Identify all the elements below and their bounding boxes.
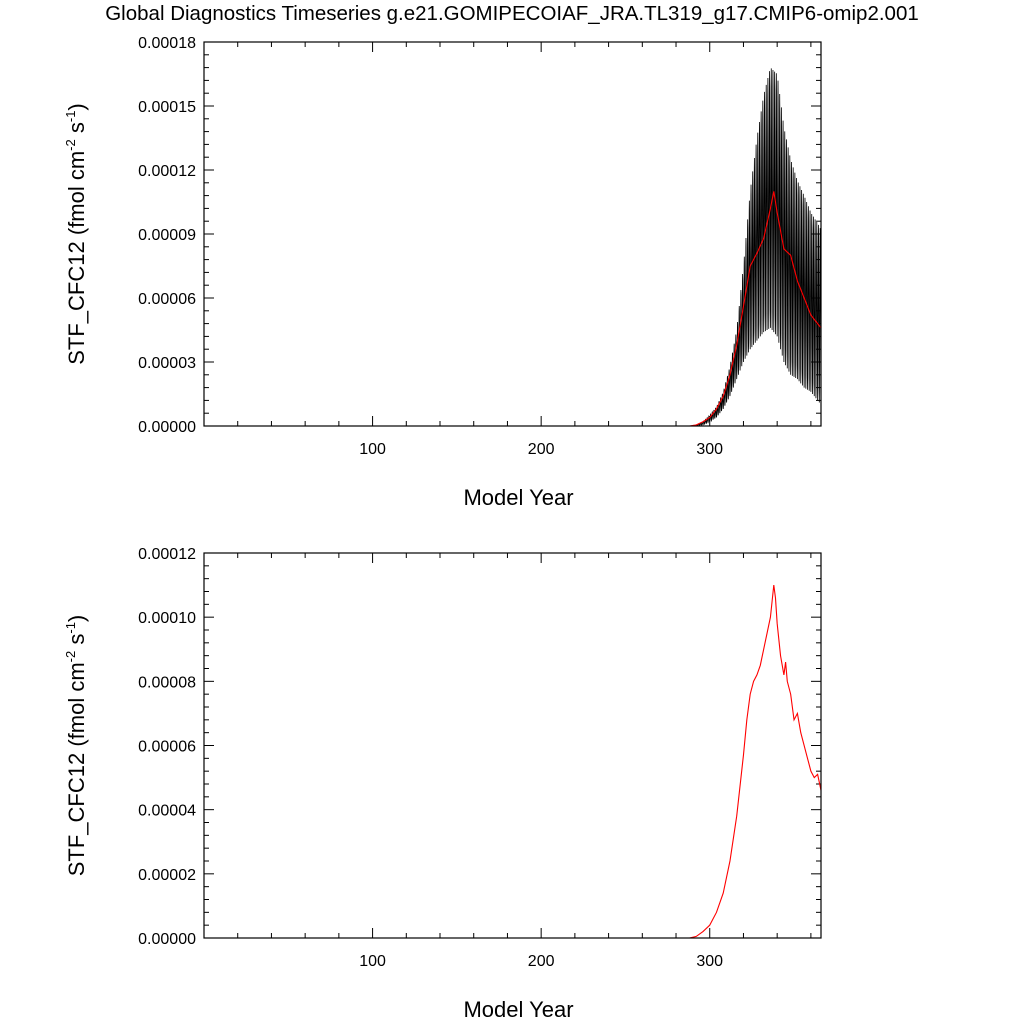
y-tick-label: 0.00000 bbox=[138, 419, 196, 436]
chart-panel-1: 0.00000 0.00003 0.00006 0.00009 0.00012 0.000… bbox=[63, 35, 822, 510]
y-tick-label: 0.00009 bbox=[138, 227, 196, 244]
x-axis-label: Model Year bbox=[463, 485, 573, 510]
y-tick-label: 0.00006 bbox=[138, 739, 196, 756]
x-tick-label: 200 bbox=[528, 953, 555, 970]
y-tick-label: 0.00008 bbox=[138, 674, 196, 691]
y-tick-label: 0.00018 bbox=[138, 35, 196, 52]
y-tick-label: 0.00004 bbox=[138, 803, 196, 820]
chart-panel-2: 0.00000 0.00002 0.00004 0.00006 0.00008 0.000… bbox=[63, 546, 822, 1022]
x-tick-label: 300 bbox=[696, 953, 723, 970]
x-tick-label: 100 bbox=[359, 441, 386, 458]
y-tick-label: 0.00015 bbox=[138, 99, 196, 116]
x-tick-label: 300 bbox=[696, 441, 723, 458]
y-tick-label: 0.00006 bbox=[138, 291, 196, 308]
x-axis-label: Model Year bbox=[463, 997, 573, 1022]
plot-area bbox=[204, 585, 821, 938]
plot-frame bbox=[203, 552, 822, 939]
series-annual-line bbox=[204, 585, 821, 938]
y-tick-label: 0.00012 bbox=[138, 546, 196, 563]
y-tick-label: 0.00002 bbox=[138, 867, 196, 884]
series-annual-line bbox=[204, 191, 821, 426]
y-tick-label: 0.00000 bbox=[138, 931, 196, 948]
y-tick-label: 0.00012 bbox=[138, 163, 196, 180]
x-tick-label: 100 bbox=[359, 953, 386, 970]
plot-area bbox=[204, 68, 821, 426]
series-monthly-line bbox=[204, 68, 821, 426]
y-axis-label: STF_CFC12 (fmol cm-2 s-1) bbox=[63, 103, 89, 365]
x-tick-label: 200 bbox=[528, 441, 555, 458]
y-tick-label: 0.00010 bbox=[138, 610, 196, 627]
y-tick-label: 0.00003 bbox=[138, 355, 196, 372]
y-axis-label: STF_CFC12 (fmol cm-2 s-1) bbox=[63, 615, 89, 877]
chart-title: Global Diagnostics Timeseries g.e21.GOMI… bbox=[105, 2, 919, 25]
plot-frame bbox=[203, 41, 822, 427]
